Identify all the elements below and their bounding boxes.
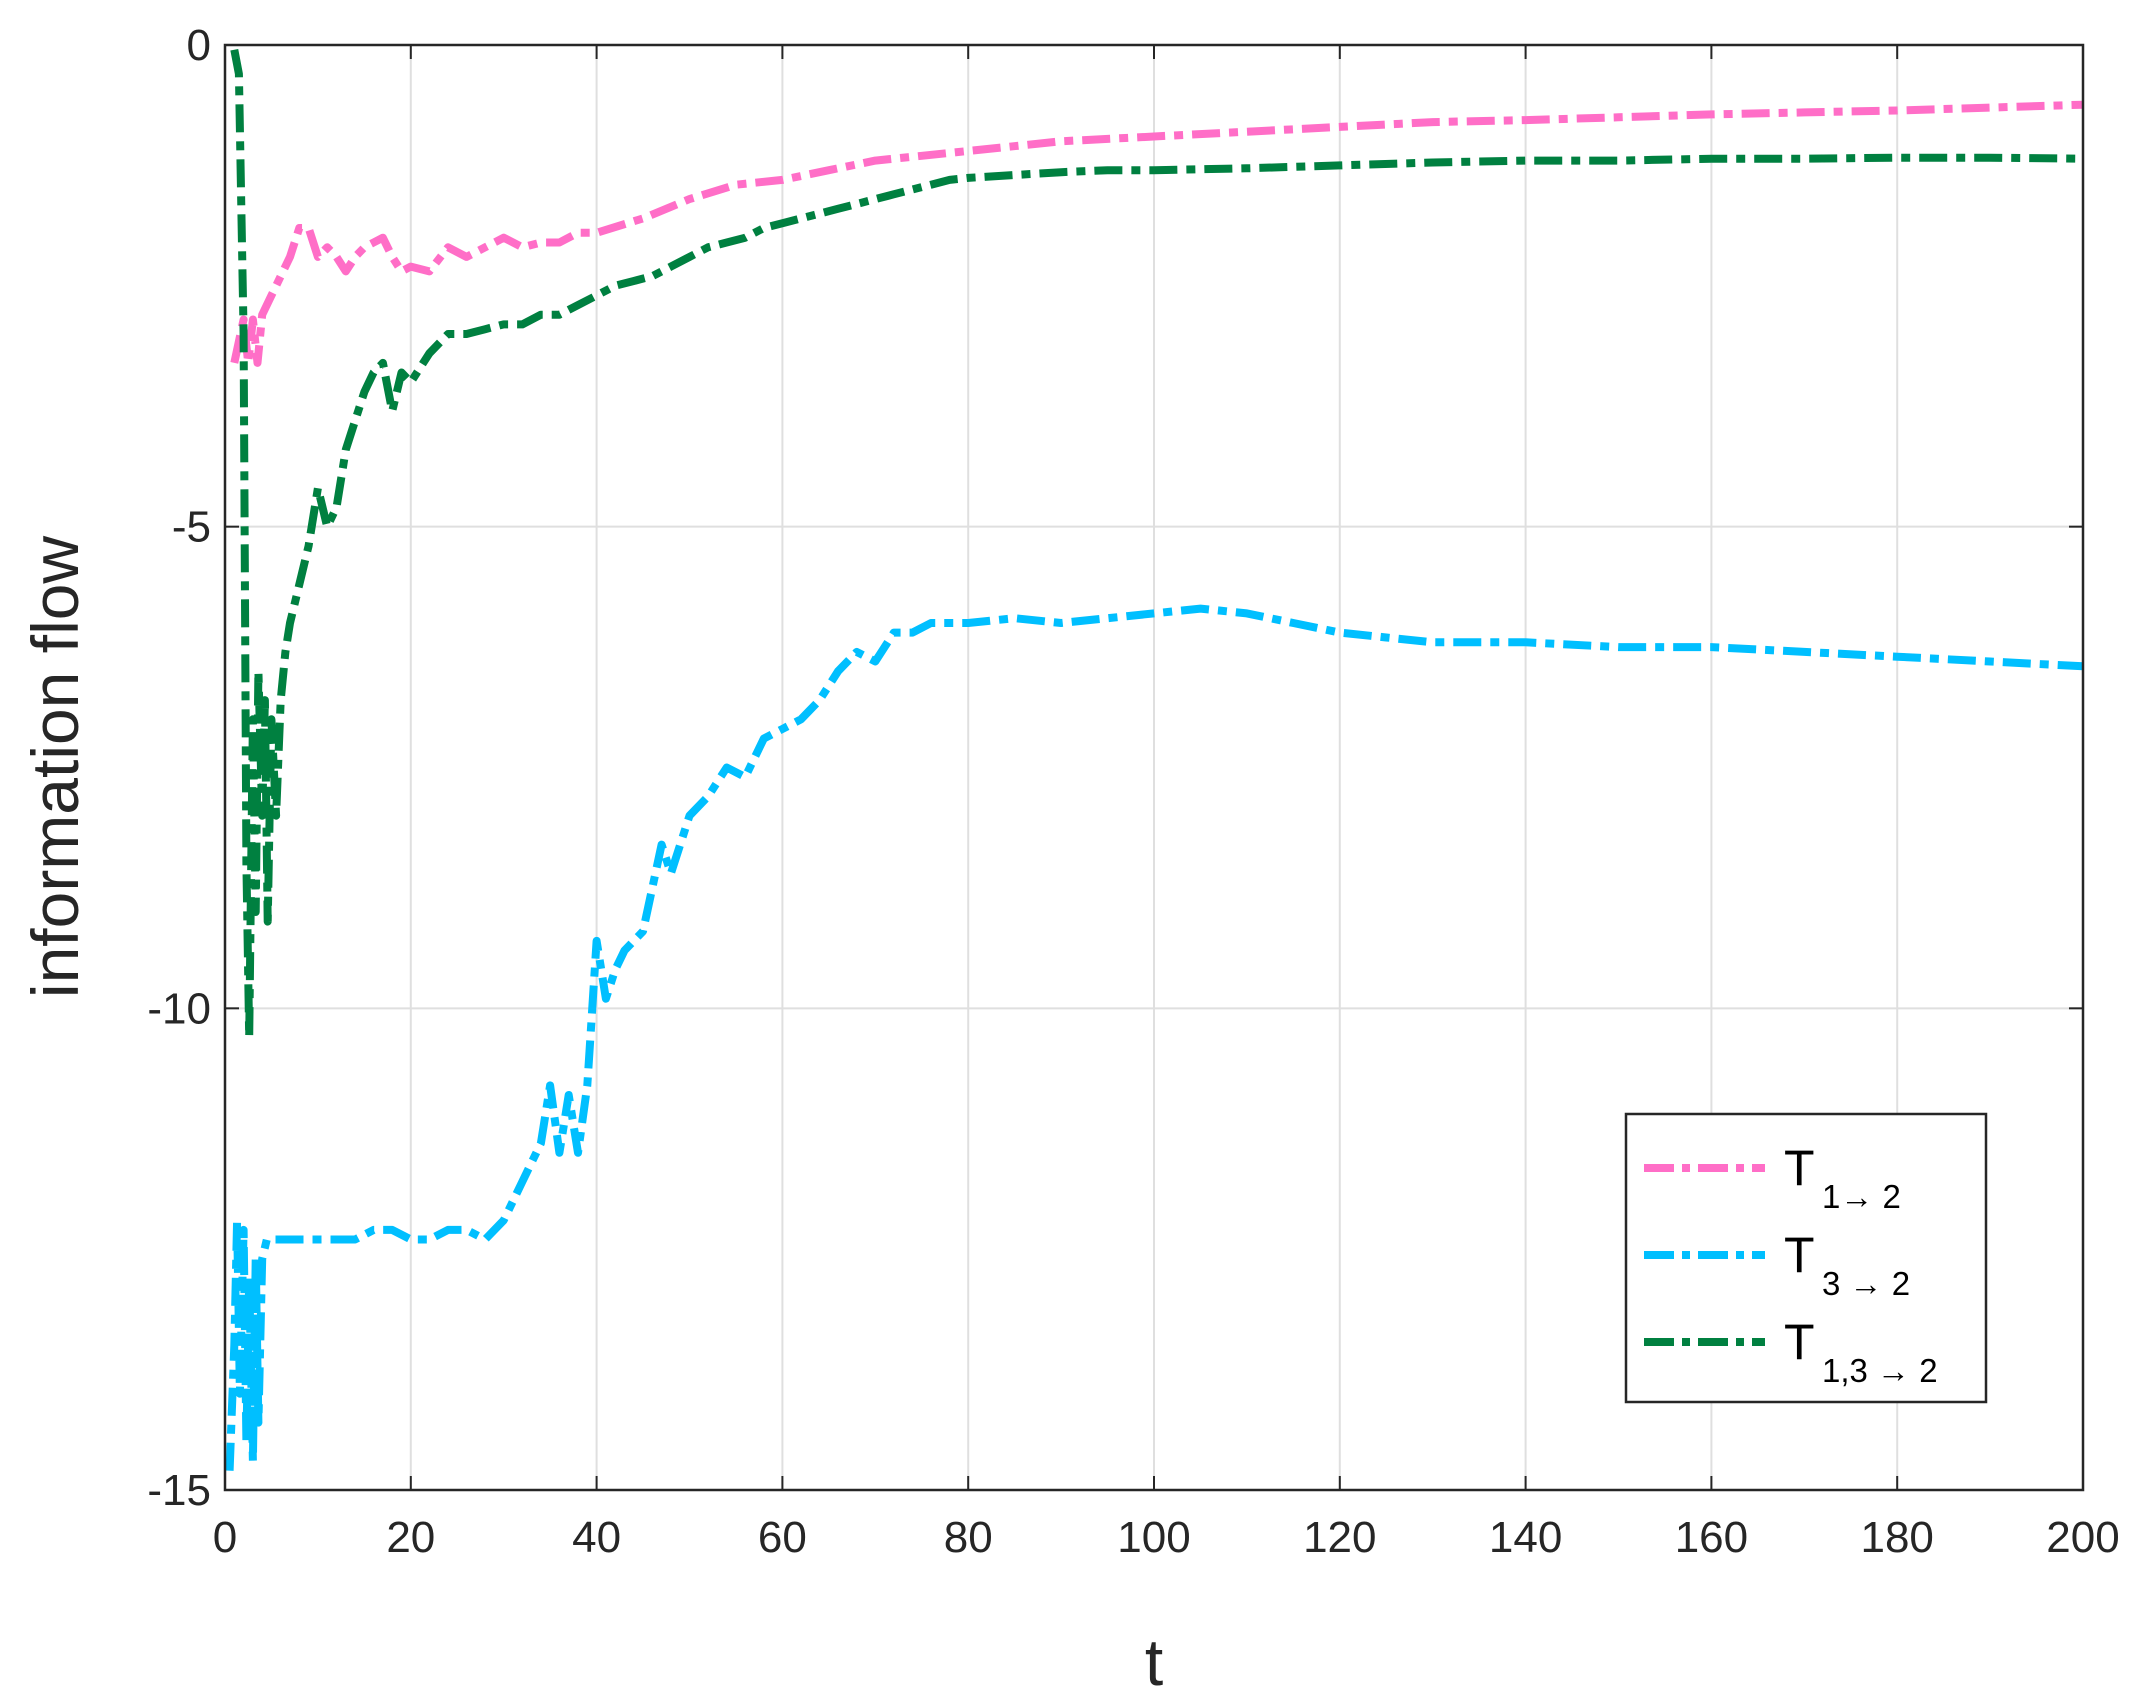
x-tick-label: 100 [1117, 1513, 1190, 1562]
series-line-2 [225, 604, 2084, 1471]
series-layer [225, 49, 2084, 1471]
y-tick-label: -5 [172, 503, 211, 552]
y-tick-label: -10 [147, 984, 211, 1033]
x-tick-label: 160 [1675, 1513, 1748, 1562]
x-tick-label: 200 [2046, 1513, 2119, 1562]
legend-label-subscript: 3 → 2 [1822, 1265, 1910, 1302]
x-tick-label: 20 [386, 1513, 435, 1562]
legend-label-subscript: 1,3 → 2 [1822, 1352, 1938, 1389]
legend: T1→ 2T3 → 2T1,3 → 2 [1624, 1112, 1988, 1404]
x-tick-label: 40 [572, 1513, 621, 1562]
legend-label-subscript: 1→ 2 [1822, 1178, 1901, 1215]
tick-labels: 0 20 40 60 80 100 120 140 160 180 200 -15 -10 -5 0 [147, 21, 2119, 1562]
x-tick-label: 0 [213, 1513, 237, 1562]
x-tick-label: 180 [1860, 1513, 1933, 1562]
legend-label: T [1784, 1140, 1815, 1196]
x-tick-label: 140 [1489, 1513, 1562, 1562]
grid-lines [225, 45, 2083, 1490]
y-axis-title: information flow [18, 536, 92, 999]
legend-label: T [1784, 1227, 1815, 1283]
series-line-3 [230, 49, 2084, 1042]
y-tick-label: 0 [187, 21, 211, 70]
tick-marks [224, 44, 2084, 1491]
x-axis-title: t [1145, 1625, 1163, 1696]
y-tick-label: -15 [147, 1466, 211, 1515]
x-tick-label: 80 [944, 1513, 993, 1562]
x-tick-label: 60 [758, 1513, 807, 1562]
legend-label: T [1784, 1314, 1815, 1370]
x-tick-label: 120 [1303, 1513, 1376, 1562]
